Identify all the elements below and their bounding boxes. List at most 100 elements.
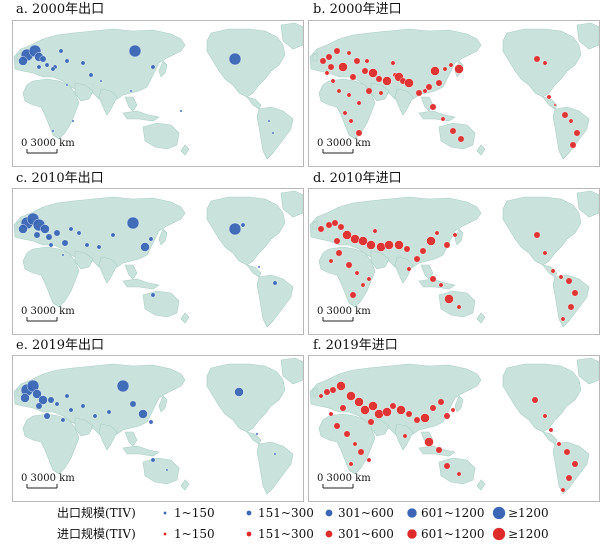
legend-export-symbol: [325, 509, 333, 517]
scale-bar-label: 0 3000 km: [317, 306, 371, 317]
export-symbol: [33, 231, 41, 239]
import-symbol: [548, 427, 554, 433]
legend-class-label: 601~1200: [421, 527, 485, 541]
legend-class-label: 601~1200: [421, 506, 485, 520]
import-symbol: [346, 50, 352, 56]
import-symbol: [384, 240, 394, 250]
import-symbol: [571, 460, 579, 468]
import-symbol: [560, 316, 566, 322]
import-symbol: [366, 240, 376, 250]
scale-bar-label: 0 3000 km: [317, 473, 371, 484]
import-symbol: [349, 291, 357, 299]
landmass-new-zealand: [476, 479, 486, 491]
export-symbol: [48, 242, 54, 248]
panel-title-c: c. 2010年出口: [16, 171, 104, 186]
map-panel-e: 0 3000 km: [12, 355, 304, 502]
import-symbol: [542, 250, 548, 256]
legend-class-label: 301~600: [338, 527, 394, 541]
import-symbol: [329, 386, 337, 394]
import-symbol: [327, 63, 335, 71]
import-symbol: [438, 282, 444, 288]
import-symbol: [413, 416, 421, 424]
import-symbol: [449, 127, 457, 135]
import-symbol: [457, 135, 465, 143]
scale-bar-label: 0 3000 km: [21, 306, 75, 317]
legend-class-label: 1~150: [174, 506, 215, 520]
map-a-svg: 0 3000 km: [13, 21, 303, 166]
import-symbol: [353, 57, 361, 65]
export-symbol: [126, 216, 140, 230]
import-symbol: [331, 219, 339, 227]
import-symbol: [435, 79, 443, 87]
import-symbol: [325, 221, 333, 229]
export-symbol: [84, 242, 90, 248]
import-symbol: [402, 433, 408, 439]
import-symbol: [339, 404, 347, 412]
import-symbol: [405, 410, 413, 418]
map-d-svg: 0 3000 km: [309, 189, 599, 334]
export-symbol: [228, 52, 242, 66]
import-symbol: [375, 75, 383, 83]
import-symbol: [426, 236, 436, 246]
import-symbol: [374, 409, 384, 419]
export-symbol: [61, 253, 65, 257]
scale-bar-label: 0 3000 km: [317, 138, 371, 149]
landmass-new-zealand: [180, 312, 190, 324]
legend-class-label: 301~600: [338, 506, 394, 520]
import-symbol: [350, 234, 360, 244]
import-symbol: [390, 60, 396, 66]
landmass-new-zealand: [476, 144, 486, 156]
import-symbol: [560, 487, 566, 493]
landmass-southeast-asia: [420, 264, 434, 280]
import-symbol: [366, 276, 372, 282]
import-symbol: [430, 66, 440, 76]
import-symbol: [456, 304, 462, 310]
landmass-india: [98, 88, 118, 116]
import-symbol: [333, 47, 341, 55]
import-symbol: [546, 94, 552, 100]
export-symbol: [60, 417, 66, 423]
landmass-south-america: [256, 441, 294, 495]
map-panel-d: 0 3000 km: [308, 188, 600, 335]
landmass-greenland: [280, 357, 303, 385]
scale-bar-label: 0 3000 km: [21, 138, 75, 149]
scale-bar-label: 0 3000 km: [21, 473, 75, 484]
export-symbol: [80, 60, 86, 66]
legend-import-symbol: [492, 527, 506, 541]
panel-title-e: e. 2019年出口: [16, 338, 105, 353]
import-symbol: [533, 55, 541, 63]
import-symbol: [323, 388, 331, 396]
map-f-svg: 0 3000 km: [309, 356, 599, 501]
import-symbol: [454, 64, 464, 74]
import-symbol: [550, 268, 556, 274]
import-symbol: [565, 474, 573, 482]
import-symbol: [319, 57, 327, 65]
import-symbol: [561, 111, 569, 119]
import-symbol: [567, 303, 575, 311]
landmass-south-america: [552, 441, 590, 495]
landmass-new-zealand: [476, 312, 486, 324]
landmass-greenland: [280, 190, 303, 218]
landmass-india: [394, 88, 414, 116]
import-symbol: [355, 129, 363, 137]
export-symbol: [18, 224, 28, 234]
import-symbol: [456, 471, 462, 477]
legend-export-symbol: [246, 510, 252, 516]
export-symbol: [54, 401, 60, 407]
landmass-africa: [318, 78, 376, 140]
import-symbol: [348, 461, 354, 467]
legend-import-symbol: [163, 532, 167, 536]
import-symbol: [450, 407, 456, 413]
landmass-uk: [312, 220, 318, 230]
import-symbol: [348, 118, 354, 124]
map-panel-f: 0 3000 km: [308, 355, 600, 502]
import-symbol: [396, 405, 406, 415]
import-symbol: [424, 437, 434, 447]
import-symbol: [343, 430, 351, 438]
export-symbol: [76, 230, 82, 236]
landmass-arabia: [370, 250, 390, 270]
import-symbol: [533, 231, 541, 239]
landmass-north-america: [206, 28, 286, 98]
export-symbol: [45, 233, 53, 241]
landmass-north-america: [502, 363, 582, 433]
